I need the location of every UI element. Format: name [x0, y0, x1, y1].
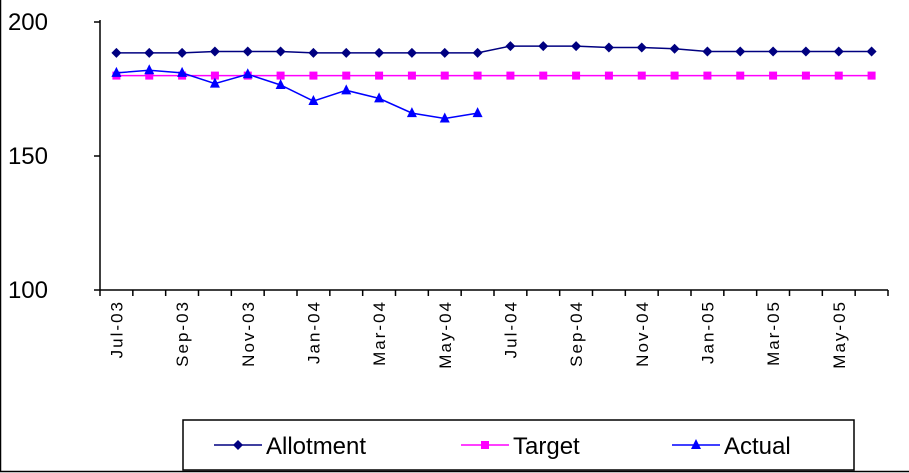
x-tick-label: May-05 [830, 300, 849, 369]
point [703, 71, 712, 80]
series-line [116, 69, 478, 120]
point [144, 47, 155, 58]
point [209, 77, 220, 88]
point [539, 71, 548, 80]
x-tick-label: Nov-04 [633, 300, 652, 367]
point [572, 71, 581, 80]
point [342, 71, 351, 80]
point [736, 71, 745, 80]
point [177, 66, 188, 77]
point [242, 46, 253, 57]
x-tick-label: Jan-05 [698, 300, 717, 364]
legend-marker [233, 440, 243, 450]
point [210, 71, 219, 80]
point [834, 71, 843, 80]
x-tick-label: Sep-03 [173, 300, 192, 367]
point [801, 71, 810, 80]
y-tick-label: 100 [8, 277, 48, 304]
point [604, 71, 613, 80]
y-tick-label: 200 [8, 9, 48, 36]
point [702, 46, 713, 57]
point [867, 71, 876, 80]
point [571, 41, 582, 52]
point [833, 46, 844, 57]
point [111, 47, 122, 58]
point [439, 47, 450, 58]
point [406, 47, 417, 58]
point [275, 46, 286, 57]
point [242, 68, 253, 79]
y-tick-label: 150 [8, 143, 48, 170]
point [375, 71, 384, 80]
point [439, 112, 450, 123]
point [111, 66, 122, 77]
point [341, 47, 352, 58]
point [669, 43, 680, 54]
point [768, 46, 779, 57]
legend-marker [481, 441, 489, 449]
point [735, 46, 746, 57]
point [866, 46, 877, 57]
point [177, 47, 188, 58]
point [473, 71, 482, 80]
point [800, 46, 811, 57]
point [637, 71, 646, 80]
x-tick-label: May-04 [436, 300, 455, 369]
point [406, 107, 417, 118]
point [407, 71, 416, 80]
point [308, 47, 319, 58]
legend-marker [691, 439, 701, 449]
point [670, 71, 679, 80]
point [374, 47, 385, 58]
point [636, 42, 647, 53]
point [769, 71, 778, 80]
point [309, 71, 318, 80]
point [341, 84, 352, 95]
x-tick-label: Mar-04 [370, 300, 389, 366]
legend-box [182, 419, 855, 471]
point [145, 71, 154, 80]
point [308, 95, 319, 106]
legend-label: Actual [724, 433, 791, 460]
point [276, 71, 285, 80]
legend-label: Allotment [266, 433, 366, 460]
x-tick-label: Jan-04 [304, 300, 323, 364]
point [538, 41, 549, 52]
point [506, 71, 515, 80]
x-tick-label: Jul-03 [107, 300, 126, 358]
point [505, 41, 516, 52]
series-line [116, 45, 872, 54]
legend-label: Target [513, 433, 580, 460]
point [603, 42, 614, 53]
point [472, 47, 483, 58]
point [472, 107, 483, 118]
point [374, 92, 385, 103]
point [440, 71, 449, 80]
x-tick-label: Mar-05 [764, 300, 783, 366]
x-tick-label: Jul-04 [501, 300, 520, 358]
point [144, 64, 155, 75]
point [209, 46, 220, 57]
point [275, 78, 286, 89]
x-tick-label: Sep-04 [567, 300, 586, 367]
x-tick-label: Nov-03 [239, 300, 258, 367]
